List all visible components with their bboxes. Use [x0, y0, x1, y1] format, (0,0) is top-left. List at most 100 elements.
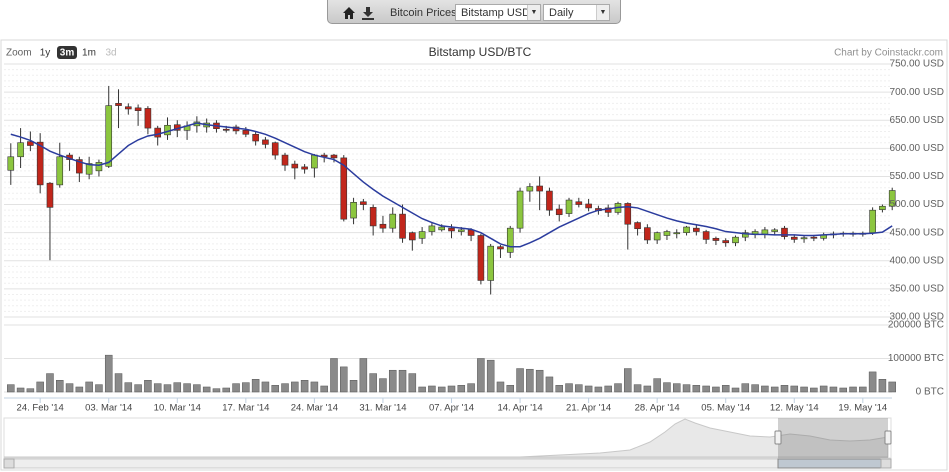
candle-body [555, 208, 563, 215]
interval-select[interactable]: Daily ▼ [543, 4, 610, 21]
exchange-select[interactable]: Bitstamp USD ▼ [455, 4, 541, 21]
candle-body [879, 205, 886, 210]
volume-bar [594, 386, 603, 393]
volume-bar [320, 385, 328, 393]
candle-body [330, 154, 338, 159]
candle-body [350, 202, 357, 219]
y-tick-label: 650.00 USD [890, 115, 944, 126]
scroll-left[interactable] [3, 458, 15, 469]
candle-body [683, 226, 690, 233]
candle-body [810, 236, 818, 239]
download-icon[interactable] [361, 6, 375, 20]
x-tick-label: 05. May '14 [701, 403, 750, 414]
zoom-button[interactable]: 1y [40, 48, 51, 59]
candle-body [526, 186, 534, 192]
candle-body [76, 159, 83, 174]
candle-body [281, 154, 289, 166]
candle-body [46, 182, 54, 208]
volume-bar [614, 383, 622, 393]
y-tick-label: 700.00 USD [890, 87, 944, 98]
candle-body [585, 203, 592, 209]
volume-bar [604, 385, 612, 393]
candle-body [291, 163, 299, 169]
volume-bar [330, 358, 338, 393]
select-arrow: ▼ [596, 5, 609, 20]
scrollbar-track[interactable] [3, 458, 892, 469]
navigator-handle[interactable] [774, 430, 782, 445]
candle-body [624, 203, 632, 225]
candle-body [56, 156, 64, 186]
candle-body [477, 235, 485, 281]
volume-bar [65, 383, 74, 393]
volume-bar [398, 369, 407, 393]
volume-bar [232, 383, 240, 393]
candle-body [771, 229, 778, 232]
home-icon[interactable] [342, 6, 356, 20]
candle-body [742, 232, 749, 238]
candle-body [105, 105, 113, 167]
candle-body [222, 128, 230, 131]
volume-bar [418, 386, 426, 393]
volume-bar [408, 373, 417, 393]
volume-bar [633, 384, 642, 393]
volume-bar [584, 385, 593, 393]
volume-bar [741, 383, 750, 393]
volume-bar [731, 387, 740, 393]
volume-bar [291, 381, 299, 393]
y-tick-label: 350.00 USD [890, 284, 944, 295]
candle-body [17, 142, 24, 158]
candle-body [7, 156, 15, 171]
volume-bar [300, 380, 309, 393]
candle-body [360, 201, 367, 205]
candle-body [516, 190, 524, 229]
volume-bar [878, 379, 887, 393]
candle-body [487, 245, 494, 281]
candle-body [722, 240, 730, 244]
x-tick-label: 28. Apr '14 [635, 403, 680, 414]
volume-bar [849, 386, 857, 393]
volume-bar [692, 385, 701, 393]
candle-body [869, 209, 876, 233]
candle-body [448, 227, 455, 232]
volume-bar [369, 373, 377, 393]
candle-body [575, 201, 583, 205]
volume-bar [7, 384, 15, 393]
zoom-button[interactable]: 1m [82, 48, 96, 59]
candle-body [252, 133, 259, 142]
volume-bar [428, 385, 436, 393]
candle-body [428, 225, 436, 232]
candle-body [438, 226, 446, 231]
volume-bar [721, 385, 730, 393]
select-arrow: ▼ [527, 5, 540, 20]
volume-bar [193, 384, 201, 393]
zoom-buttons: 1y 3m 1m 3d [40, 46, 117, 59]
volume-bar [790, 385, 799, 393]
volume-bar [183, 383, 191, 393]
y-tick-label: 450.00 USD [890, 227, 944, 238]
candle-body [242, 130, 250, 135]
volume-bar [437, 386, 446, 393]
volume-bar [653, 378, 661, 393]
navigator-window[interactable] [778, 418, 888, 458]
volume-bar [467, 383, 475, 393]
scrollbar-thumb[interactable] [777, 458, 889, 469]
chart-credit: Chart by Coinstackr.com [834, 48, 943, 59]
candle-body [301, 166, 308, 170]
volume-bar [359, 358, 368, 393]
volume-bar [124, 382, 133, 393]
volume-bar [859, 386, 867, 393]
zoom-button-bg[interactable] [57, 46, 77, 59]
candle-body [144, 108, 152, 129]
volume-bar [712, 386, 720, 393]
candle-body [95, 162, 103, 172]
volume-bar [545, 376, 554, 393]
volume-bar [46, 373, 54, 393]
volume-bar [251, 379, 260, 393]
volume-bar [95, 384, 103, 393]
scroll-right[interactable] [880, 458, 892, 469]
volume-bar [486, 359, 495, 393]
candle-body [379, 223, 387, 229]
volume-bar [222, 387, 230, 393]
navigator-handle[interactable] [884, 430, 892, 445]
zoom-button[interactable]: 3m [60, 48, 75, 59]
